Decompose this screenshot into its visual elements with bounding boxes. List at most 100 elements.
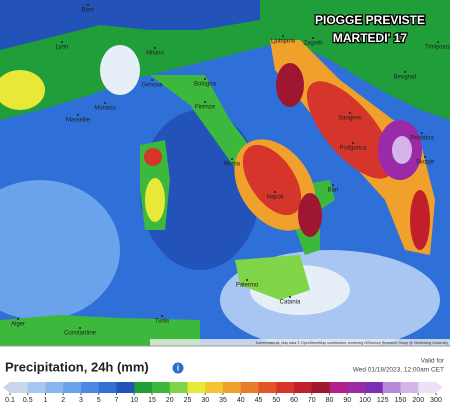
legend-swatch <box>27 382 46 393</box>
city-label: Beograd <box>394 75 417 81</box>
legend-tick-label: 3 <box>79 397 83 404</box>
city-label: Zagreb <box>303 41 323 47</box>
city-dot <box>79 327 81 329</box>
info-icon[interactable] <box>172 362 184 374</box>
info-icon-glyph[interactable]: i <box>177 364 179 373</box>
legend-arrow <box>436 382 443 393</box>
precip-zone <box>298 193 322 237</box>
precip-zone <box>276 63 304 107</box>
legend-tick-label: 7 <box>115 397 119 404</box>
legend-tick-label: 45 <box>255 397 263 404</box>
legend-swatch <box>134 382 153 393</box>
city-label: Prishtina <box>410 136 434 142</box>
city-label: Marseille <box>66 118 91 124</box>
legend-swatch <box>98 382 117 393</box>
city-label: Constantine <box>64 331 97 337</box>
precip-zone <box>0 70 45 110</box>
precip-zone <box>392 136 412 164</box>
city-dot <box>424 156 426 158</box>
map-title: MARTEDI' 17 <box>333 31 408 45</box>
legend-swatch <box>276 382 295 393</box>
legend-swatch <box>45 382 64 393</box>
attribution: Kartenmaterial: Map data © OpenStreetMap… <box>256 341 448 345</box>
city-label: Bologna <box>194 82 217 88</box>
legend-swatch <box>81 382 100 393</box>
city-dot <box>289 296 291 298</box>
city-label: Firenze <box>195 105 216 111</box>
legend-tick-label: 100 <box>359 397 371 404</box>
city-label: Ljubljana <box>271 39 296 45</box>
city-label: Milano <box>146 51 164 57</box>
legend-tick-label: 15 <box>148 397 156 404</box>
city-dot <box>204 101 206 103</box>
legend-tick-label: 50 <box>272 397 280 404</box>
city-label: Timişoara <box>425 45 450 51</box>
legend-tick-label: 60 <box>290 397 298 404</box>
city-dot <box>421 132 423 134</box>
city-dot <box>246 279 248 281</box>
city-label: Roma <box>224 162 241 168</box>
city-label: Podgorica <box>339 146 367 152</box>
city-dot <box>61 41 63 43</box>
legend-tick-label: 2 <box>61 397 65 404</box>
city-label: Lyon <box>56 45 69 51</box>
city-label: Alger <box>11 322 25 328</box>
legend-tick-label: 10 <box>130 397 138 404</box>
legend-swatch <box>311 382 330 393</box>
legend-swatch <box>329 382 348 393</box>
precip-zone <box>0 0 260 50</box>
legend-swatch <box>400 382 419 393</box>
valid-date: Wed 01/18/2023, 12:00am CET <box>353 367 444 374</box>
legend-swatch <box>240 382 259 393</box>
city-dot <box>154 47 156 49</box>
legend-tick-label: 0.1 <box>5 397 15 404</box>
city-dot <box>204 78 206 80</box>
precip-zone <box>100 45 140 95</box>
precip-zone <box>0 180 120 320</box>
legend-swatch <box>169 382 188 393</box>
legend-swatch <box>365 382 384 393</box>
map <box>0 0 450 346</box>
city-dot <box>349 112 351 114</box>
legend-tick-label: 90 <box>343 397 351 404</box>
legend-tick-label: 25 <box>184 397 192 404</box>
city-dot <box>17 318 19 320</box>
legend-tick-label: 200 <box>412 397 424 404</box>
legend-tick-label: 20 <box>166 397 174 404</box>
map-title: PIOGGE PREVISTE <box>315 13 425 27</box>
legend-tick-label: 1 <box>44 397 48 404</box>
legend-swatch <box>187 382 206 393</box>
legend-swatch <box>418 382 437 393</box>
city-dot <box>437 41 439 43</box>
city-label: Bari <box>328 188 339 194</box>
legend-swatch <box>205 382 224 393</box>
legend-tick-label: 80 <box>326 397 334 404</box>
city-dot <box>274 191 276 193</box>
legend-swatch <box>10 382 29 393</box>
sicily <box>235 255 310 300</box>
city-dot <box>104 102 106 104</box>
city-dot <box>77 114 79 116</box>
city-label: Bern <box>82 8 95 14</box>
legend-swatch <box>116 382 135 393</box>
legend-tick-label: 35 <box>219 397 227 404</box>
precip-zone <box>144 148 162 166</box>
city-dot <box>161 315 163 317</box>
legend-tick-label: 150 <box>395 397 407 404</box>
city-label: Napoli <box>266 195 283 201</box>
legend-tick-label: 70 <box>308 397 316 404</box>
city-label: Catania <box>280 300 301 306</box>
city-dot <box>87 4 89 6</box>
africa <box>0 315 200 346</box>
precip-zone <box>410 190 430 250</box>
legend-swatch <box>63 382 82 393</box>
legend-tick-label: 125 <box>377 397 389 404</box>
valid-label: Valid for <box>421 358 445 365</box>
legend-swatch <box>347 382 366 393</box>
city-dot <box>282 35 284 37</box>
legend-swatch <box>152 382 171 393</box>
city-dot <box>404 71 406 73</box>
precip-zone <box>145 178 165 222</box>
city-label: Monaco <box>94 106 116 112</box>
